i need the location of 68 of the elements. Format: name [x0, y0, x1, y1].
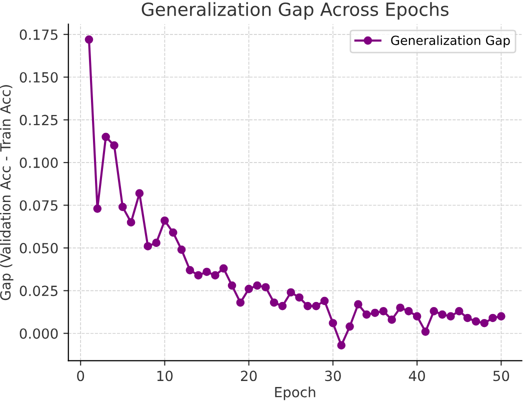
point	[186, 266, 194, 274]
point	[354, 300, 362, 308]
y-tick-label: 0.075	[20, 200, 58, 211]
point	[328, 318, 338, 328]
y-tick-label: 0.025	[20, 286, 58, 296]
point	[295, 293, 304, 302]
point	[84, 35, 94, 44]
x-tick-label: 20	[241, 370, 257, 382]
y-tick-label: 0.125	[20, 114, 58, 126]
point	[194, 271, 203, 280]
y-tick-label: 0.150	[20, 72, 58, 83]
legend-label: Generalization Gap	[391, 35, 510, 48]
point	[228, 281, 236, 290]
point	[93, 204, 102, 213]
point	[304, 302, 312, 310]
point	[446, 312, 455, 320]
point	[320, 296, 329, 306]
chart-title: Generalization Gap Across Epochs	[142, 2, 448, 20]
point	[438, 310, 446, 319]
point	[261, 283, 270, 292]
x-tick-label: 40	[408, 370, 425, 382]
point	[118, 202, 127, 212]
point	[202, 268, 211, 276]
y-axis-title: Gap (Validation Acc - Train Acc)	[0, 85, 14, 300]
point	[454, 306, 464, 316]
point	[102, 132, 110, 142]
point	[480, 318, 489, 328]
point	[244, 284, 253, 294]
point	[472, 317, 480, 326]
point	[370, 308, 380, 318]
point	[110, 141, 118, 150]
point	[211, 271, 220, 280]
point	[135, 189, 144, 198]
point	[430, 306, 438, 316]
point	[404, 306, 413, 316]
point	[379, 306, 388, 316]
x-axis-title: Epoch	[275, 386, 316, 400]
point	[488, 314, 497, 322]
point	[346, 322, 354, 331]
point	[253, 281, 262, 290]
point	[362, 310, 371, 319]
point	[144, 242, 152, 250]
point	[463, 314, 472, 322]
point	[168, 228, 178, 237]
point	[126, 218, 136, 226]
x-tick-label: 10	[157, 370, 173, 382]
point	[278, 302, 287, 310]
point	[286, 288, 296, 297]
point	[421, 327, 430, 336]
point	[396, 304, 404, 312]
point	[236, 298, 245, 307]
point	[152, 238, 160, 247]
y-tick-label: 0.050	[20, 242, 58, 254]
x-tick-label: 30	[325, 370, 341, 382]
point	[177, 245, 186, 254]
point	[160, 216, 169, 225]
point	[412, 312, 422, 320]
point	[388, 316, 396, 324]
y-tick-label: 0.100	[20, 158, 58, 168]
point	[337, 341, 346, 350]
y-tick-label: 0.000	[20, 328, 58, 339]
point	[219, 264, 228, 273]
point	[270, 298, 278, 307]
x-tick-label: 50	[493, 370, 510, 382]
x-tick-label: 0	[77, 370, 84, 382]
point	[312, 302, 320, 310]
point	[497, 312, 506, 320]
y-tick-label: 0.175	[20, 29, 58, 40]
